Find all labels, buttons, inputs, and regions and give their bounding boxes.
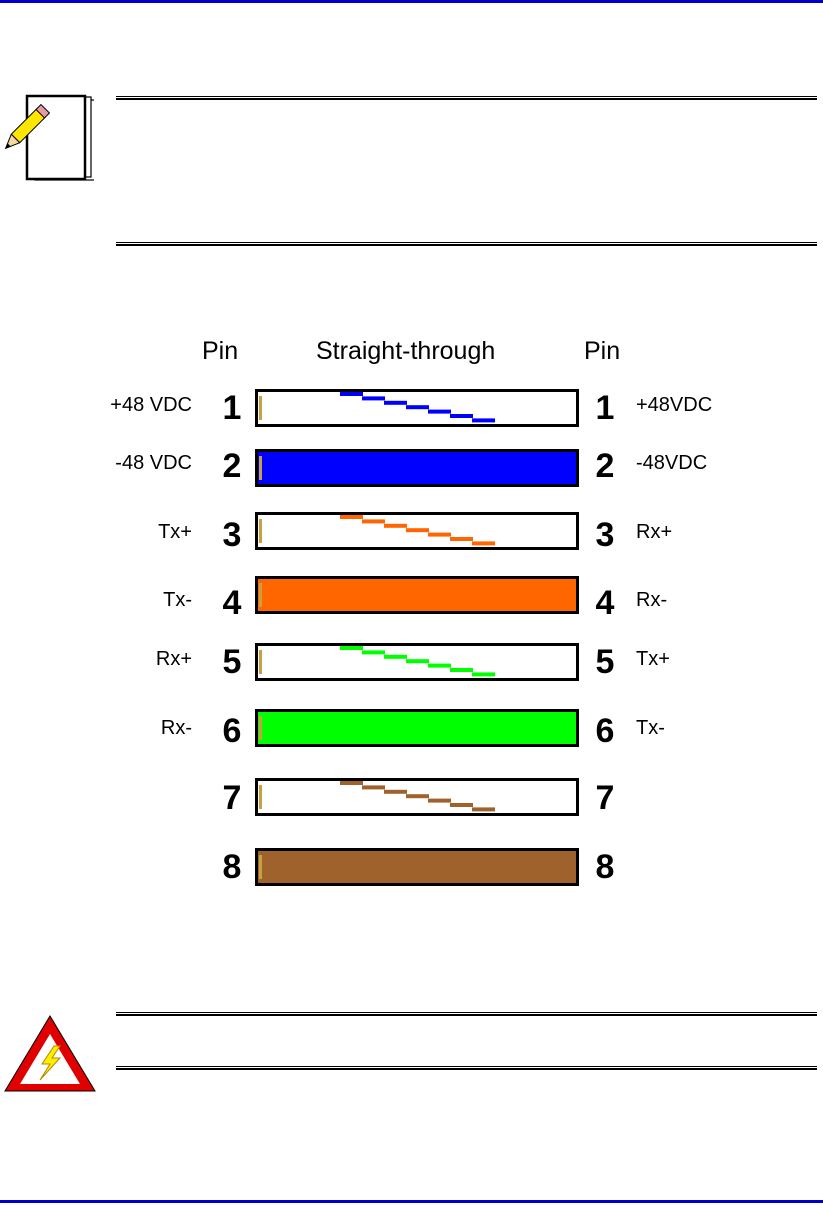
pin-right-6: 6 (595, 712, 615, 750)
wire-stripe (384, 789, 407, 794)
wire-1 (255, 389, 579, 427)
note-bottom-rule (116, 242, 817, 246)
pin-left-1: 1 (222, 389, 242, 427)
wire-stripe (340, 781, 363, 785)
wire-contact (259, 456, 262, 480)
pin-left-4: 4 (222, 584, 242, 622)
wire-stripe (450, 668, 473, 672)
wire-body (255, 449, 579, 487)
wire-6 (255, 709, 579, 747)
wire-contact (259, 519, 262, 543)
wire-stripe (472, 418, 495, 423)
wire-stripe (340, 515, 363, 519)
signal-right-2: -48VDC (636, 452, 708, 474)
top-page-rule (0, 0, 823, 3)
signal-left-2: -48 VDC (115, 452, 192, 474)
wire-stripe (450, 537, 473, 541)
header-straight-through: Straight-through (316, 337, 496, 365)
wire-stripe (362, 785, 385, 790)
wire-stripe (406, 794, 429, 799)
pin-right-1: 1 (595, 389, 615, 427)
pin-left-8: 8 (222, 848, 242, 886)
bottom-page-rule (0, 1200, 823, 1203)
header-pin-right: Pin (584, 337, 621, 365)
wire-stripe (384, 654, 407, 659)
wire-4 (255, 576, 579, 614)
signal-left-5: Rx+ (155, 648, 192, 670)
pin-left-7: 7 (222, 779, 242, 817)
wire-stripe (362, 519, 385, 524)
signal-left-1: +48 VDC (110, 394, 192, 416)
wire-7 (255, 778, 579, 816)
pin-right-4: 4 (595, 584, 615, 622)
wire-body (255, 576, 579, 614)
warning-bottom-rule (116, 1066, 817, 1070)
pin-left-6: 6 (222, 712, 242, 750)
wire-stripe (384, 523, 407, 528)
wire-stripe (362, 650, 385, 655)
electrical-warning-icon (4, 1015, 96, 1092)
header-pin-left: Pin (202, 337, 239, 365)
wire-5 (255, 643, 579, 681)
wire-stripe (450, 414, 473, 418)
signal-right-1: +48VDC (636, 394, 713, 416)
wire-stripe (472, 807, 495, 812)
wire-stripe (340, 646, 363, 650)
wire-contact (259, 650, 262, 674)
pin-right-2: 2 (595, 447, 615, 485)
wire-contact (259, 716, 262, 740)
pin-left-2: 2 (222, 447, 242, 485)
wire-body (255, 709, 579, 747)
wire-stripe (406, 659, 429, 664)
wire-contact (259, 785, 262, 809)
wire-stripe (362, 396, 385, 401)
note-top-rule (116, 96, 817, 100)
note-pencil-icon (4, 94, 94, 181)
wire-contact (259, 855, 262, 879)
wire-stripe (450, 803, 473, 807)
pin-right-8: 8 (595, 848, 615, 886)
wire-stripe (428, 532, 451, 537)
signal-left-3: Tx+ (158, 521, 192, 543)
wire-contact (259, 583, 262, 607)
wire-8 (255, 848, 579, 886)
wire-stripe (472, 541, 495, 546)
signal-right-5: Tx+ (636, 648, 670, 670)
warning-top-rule (116, 1012, 817, 1016)
pin-left-3: 3 (222, 516, 242, 554)
signal-right-4: Rx- (636, 589, 668, 611)
wire-stripe (406, 405, 429, 410)
wire-stripe (428, 798, 451, 803)
wire-stripe (428, 663, 451, 668)
wire-body (255, 848, 579, 886)
pin-right-5: 5 (595, 643, 615, 681)
wire-stripe (472, 672, 495, 677)
wire-stripe (340, 392, 363, 396)
wire-2 (255, 449, 579, 487)
wire-stripe (428, 409, 451, 414)
pin-right-7: 7 (595, 779, 615, 817)
pin-right-3: 3 (595, 516, 615, 554)
signal-right-3: Rx+ (636, 521, 673, 543)
wire-stripe (406, 528, 429, 533)
signal-left-4: Tx- (163, 589, 192, 611)
signal-left-6: Rx- (160, 717, 192, 739)
wire-stripe (384, 400, 407, 405)
wire-3 (255, 512, 579, 550)
wire-contact (259, 396, 262, 420)
signal-right-6: Tx- (636, 717, 665, 739)
pin-left-5: 5 (222, 643, 242, 681)
